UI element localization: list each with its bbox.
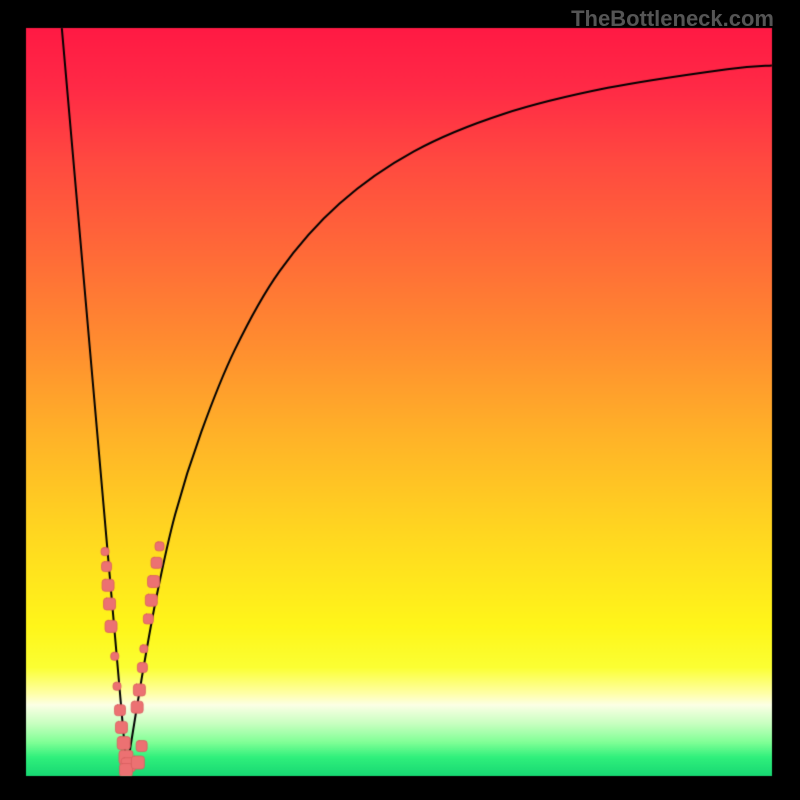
stage: TheBottleneck.com <box>0 0 800 800</box>
bottleneck-curve-layer <box>0 0 800 800</box>
